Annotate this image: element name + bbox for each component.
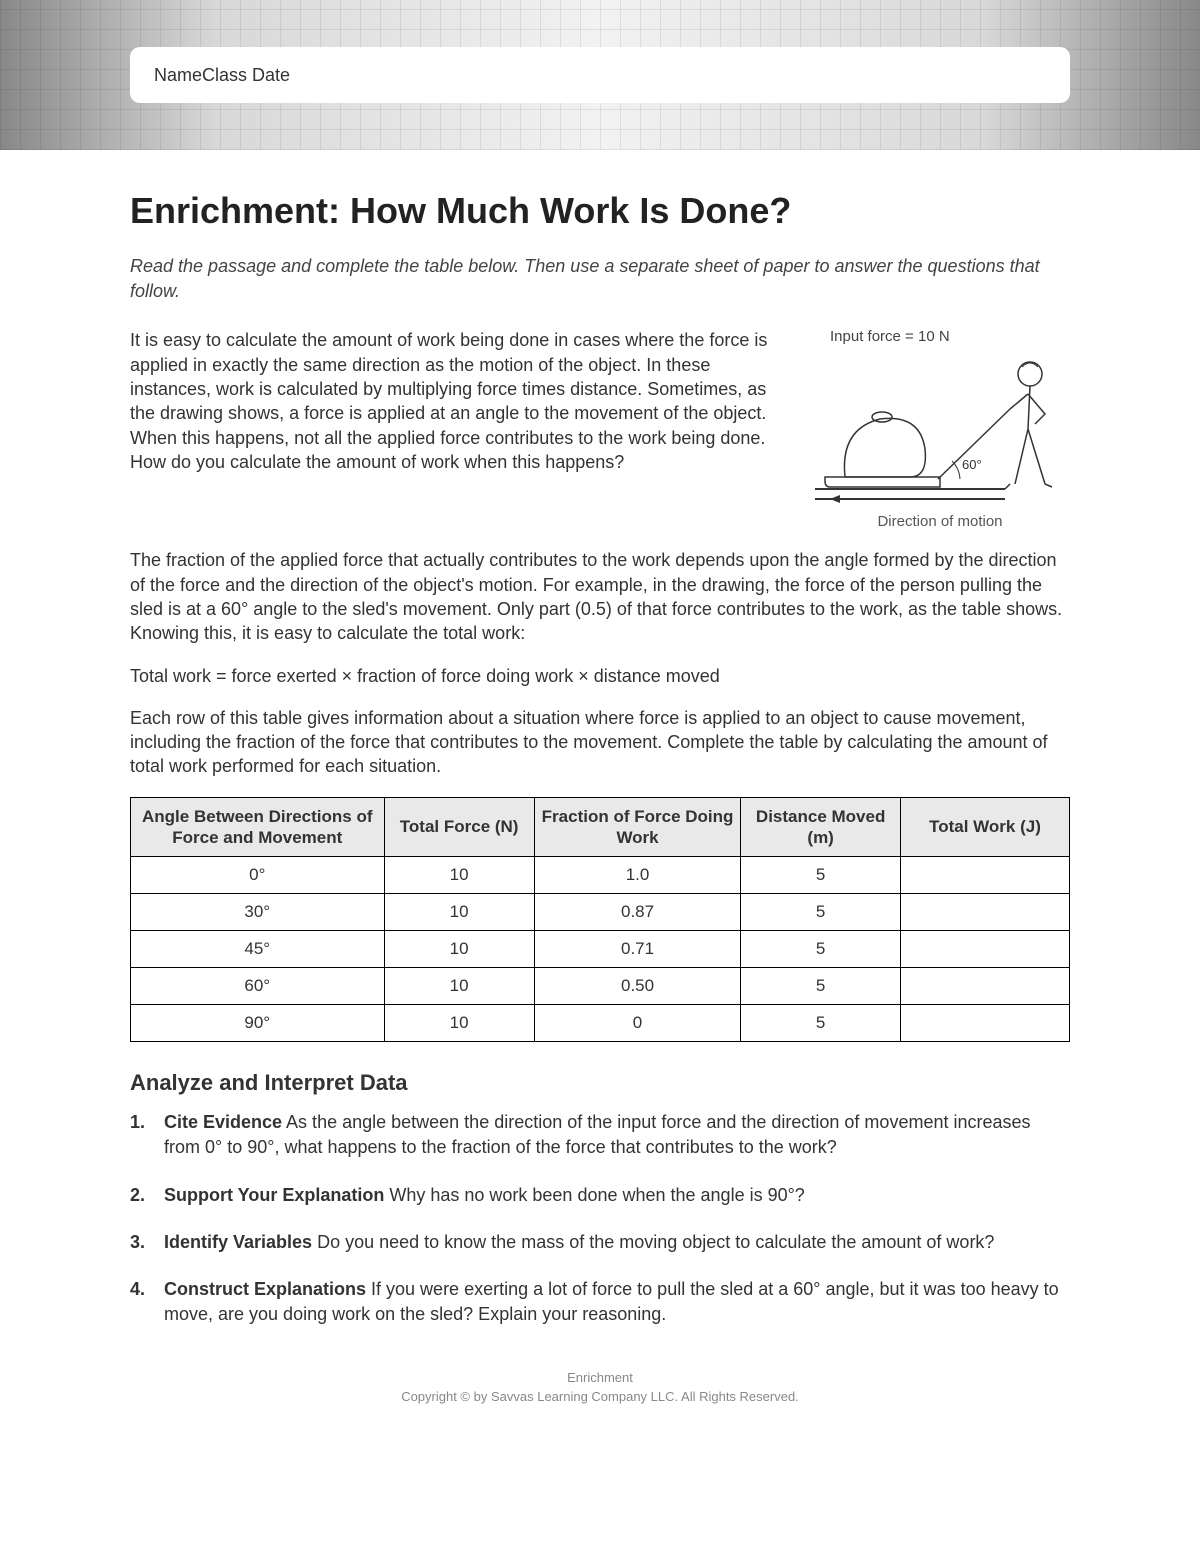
question-lead: Identify Variables: [164, 1232, 312, 1252]
table-cell: [900, 968, 1069, 1005]
table-cell: 0: [534, 1005, 741, 1042]
table-row: 90°1005: [131, 1005, 1070, 1042]
table-row: 45°100.715: [131, 931, 1070, 968]
table-cell: 0.71: [534, 931, 741, 968]
table-header-cell: Angle Between Directions of Force and Mo…: [131, 797, 385, 857]
instructions: Read the passage and complete the table …: [130, 254, 1070, 304]
question-text: Why has no work been done when the angle…: [384, 1185, 804, 1205]
table-row: 60°100.505: [131, 968, 1070, 1005]
header-band: NameClass Date: [0, 0, 1200, 150]
figure-force-label: Input force = 10 N: [810, 328, 1070, 345]
table-header-cell: Total Force (N): [384, 797, 534, 857]
name-class-date-box[interactable]: NameClass Date: [130, 47, 1070, 103]
table-cell: [900, 894, 1069, 931]
paragraph-2: The fraction of the applied force that a…: [130, 548, 1070, 645]
question-item: Construct Explanations If you were exert…: [130, 1277, 1070, 1327]
table-cell: [900, 857, 1069, 894]
table-cell: 5: [741, 968, 901, 1005]
table-cell: 5: [741, 931, 901, 968]
question-lead: Support Your Explanation: [164, 1185, 384, 1205]
sled-diagram-icon: 60°: [810, 349, 1070, 509]
table-cell: 60°: [131, 968, 385, 1005]
question-item: Identify Variables Do you need to know t…: [130, 1230, 1070, 1255]
name-class-date-label: NameClass Date: [154, 65, 290, 86]
table-cell: 10: [384, 968, 534, 1005]
table-cell: [900, 1005, 1069, 1042]
paragraph-3: Each row of this table gives information…: [130, 706, 1070, 779]
footer: Enrichment Copyright © by Savvas Learnin…: [0, 1369, 1200, 1425]
footer-line-1: Enrichment: [0, 1369, 1200, 1387]
work-table: Angle Between Directions of Force and Mo…: [130, 797, 1070, 1043]
page-content: Enrichment: How Much Work Is Done? Read …: [0, 150, 1200, 1369]
paragraph-2b: and the direction of the object's motion…: [130, 575, 1062, 644]
table-cell: 10: [384, 857, 534, 894]
passage-row-1: It is easy to calculate the amount of wo…: [130, 328, 1070, 530]
table-body: 0°101.0530°100.87545°100.71560°100.50590…: [131, 857, 1070, 1042]
formula: Total work = force exerted × fraction of…: [130, 664, 1070, 688]
question-item: Support Your Explanation Why has no work…: [130, 1183, 1070, 1208]
footer-line-2: Copyright © by Savvas Learning Company L…: [0, 1388, 1200, 1406]
question-lead: Construct Explanations: [164, 1279, 366, 1299]
table-cell: 0.87: [534, 894, 741, 931]
table-header-cell: Distance Moved (m): [741, 797, 901, 857]
table-cell: 0°: [131, 857, 385, 894]
table-row: 30°100.875: [131, 894, 1070, 931]
table-cell: 5: [741, 857, 901, 894]
table-cell: [900, 931, 1069, 968]
question-list: Cite Evidence As the angle between the d…: [130, 1110, 1070, 1327]
table-cell: 0.50: [534, 968, 741, 1005]
question-lead: Cite Evidence: [164, 1112, 282, 1132]
section-heading: Analyze and Interpret Data: [130, 1070, 1070, 1096]
table-header-cell: Total Work (J): [900, 797, 1069, 857]
table-cell: 5: [741, 894, 901, 931]
angle-label: 60°: [962, 457, 982, 472]
figure: Input force = 10 N 60°: [810, 328, 1070, 530]
table-cell: 90°: [131, 1005, 385, 1042]
figure-caption: Direction of motion: [810, 513, 1070, 530]
table-cell: 10: [384, 894, 534, 931]
table-cell: 30°: [131, 894, 385, 931]
question-text: As the angle between the direction of th…: [164, 1112, 1031, 1157]
table-header-cell: Fraction of Force Doing Work: [534, 797, 741, 857]
question-item: Cite Evidence As the angle between the d…: [130, 1110, 1070, 1160]
table-cell: 45°: [131, 931, 385, 968]
table-cell: 10: [384, 1005, 534, 1042]
page-title: Enrichment: How Much Work Is Done?: [130, 190, 1070, 232]
table-cell: 10: [384, 931, 534, 968]
question-text: Do you need to know the mass of the movi…: [312, 1232, 994, 1252]
table-cell: 1.0: [534, 857, 741, 894]
table-cell: 5: [741, 1005, 901, 1042]
table-row: 0°101.05: [131, 857, 1070, 894]
paragraph-1: It is easy to calculate the amount of wo…: [130, 328, 790, 530]
table-header-row: Angle Between Directions of Force and Mo…: [131, 797, 1070, 857]
